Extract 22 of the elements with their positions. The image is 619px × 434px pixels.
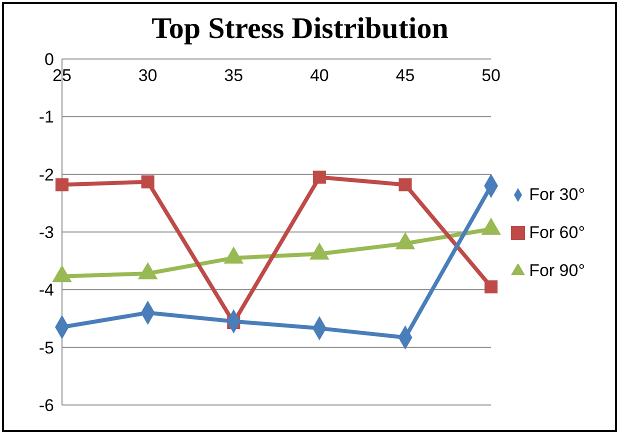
y-tick-label: -1 (38, 108, 54, 127)
x-tick-label: 40 (310, 66, 329, 85)
legend-label: For 30° (529, 184, 585, 204)
point (484, 280, 498, 294)
point (398, 178, 412, 192)
x-tick-label: 25 (52, 66, 72, 85)
chart-title: Top Stress Distribution (150, 12, 450, 46)
x-tick-label: 35 (224, 66, 244, 85)
legend-label: For 90° (529, 260, 585, 280)
point (55, 178, 69, 192)
legend-label: For 60° (529, 222, 585, 242)
y-tick-label: 0 (44, 50, 54, 70)
point (312, 170, 326, 184)
y-tick-label: -5 (38, 338, 54, 358)
x-tick-label: 50 (482, 66, 501, 85)
point (141, 175, 154, 188)
y-tick-label: -4 (38, 280, 54, 300)
x-tick-label: 30 (138, 66, 158, 85)
y-tick-label: -3 (38, 223, 54, 242)
y-tick-label: -2 (38, 165, 54, 184)
y-tick-label: -6 (38, 396, 54, 416)
x-tick-label: 45 (396, 66, 415, 85)
